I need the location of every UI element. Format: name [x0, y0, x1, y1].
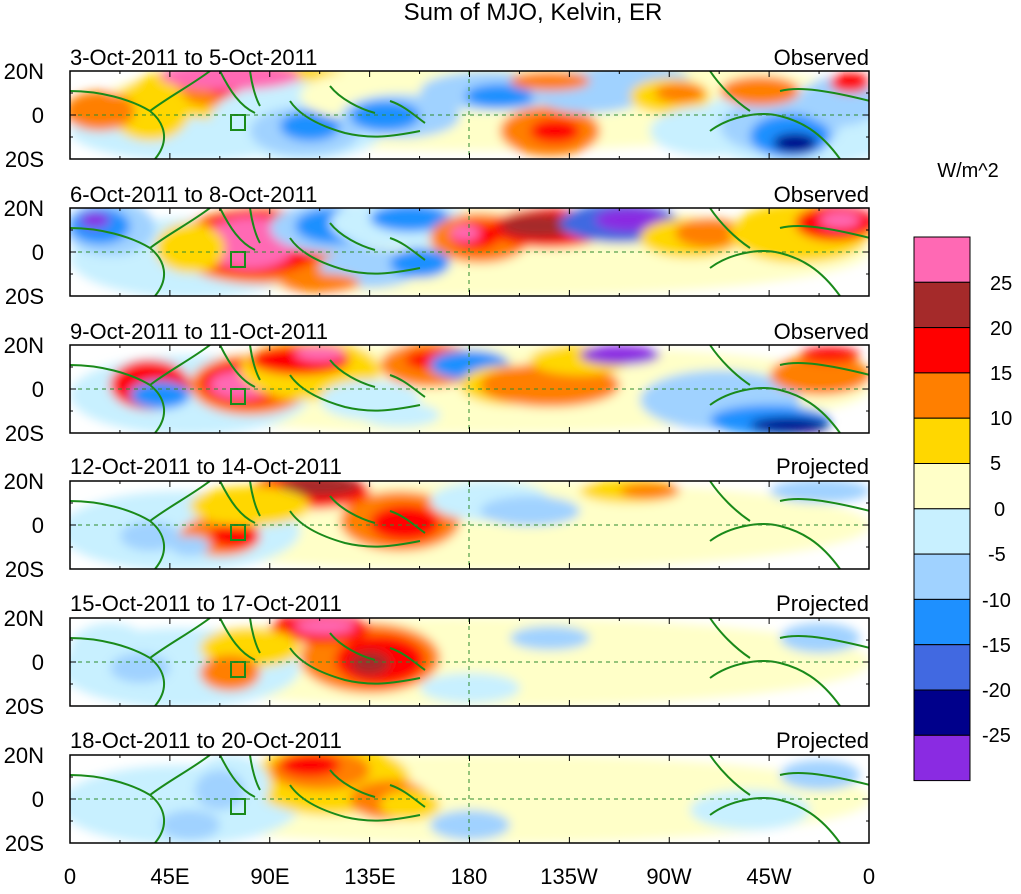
- map-area: [69, 480, 870, 570]
- lat-tick-label: 20N: [4, 469, 44, 494]
- colorbar-swatch: [913, 598, 971, 646]
- lat-tick-label: 20S: [5, 284, 44, 309]
- colorbar-swatch: [913, 644, 971, 691]
- colorbar-swatch: [913, 327, 971, 374]
- lat-tick-label: 20N: [4, 743, 44, 768]
- panel-status: Projected: [776, 454, 869, 479]
- lat-tick-label: 0: [32, 240, 44, 265]
- panel-date-range: 6-Oct-2011 to 8-Oct-2011: [70, 182, 317, 207]
- colorbar-units: W/m^2: [937, 160, 999, 182]
- colorbar-label: 10: [990, 408, 1012, 430]
- lon-tick-label: 45W: [746, 864, 791, 889]
- map-panel: 3-Oct-2011 to 5-Oct-2011 Observed 20N 0 …: [4, 45, 870, 172]
- lon-axis: 0 45E 90E 135E 180 135W 90W 45W 0: [64, 864, 875, 889]
- lat-tick-label: 20S: [5, 831, 44, 856]
- colorbar-label: 25: [990, 273, 1012, 295]
- lat-tick-label: 20N: [4, 333, 44, 358]
- lon-tick-label: 0: [863, 864, 875, 889]
- colorbar-label: -20: [982, 680, 1011, 702]
- colorbar-label: -5: [988, 544, 1006, 566]
- colorbar-swatch: [913, 281, 971, 329]
- colorbar: W/m^2 25 20 15 10 5 0 -5 -10 -15 -20 -25: [913, 160, 1012, 782]
- lat-tick-label: 20S: [5, 557, 44, 582]
- colorbar-label: 5: [990, 453, 1001, 475]
- panel-status: Observed: [774, 319, 869, 344]
- lon-tick-label: 135E: [344, 864, 395, 889]
- panel-date-range: 15-Oct-2011 to 17-Oct-2011: [70, 591, 342, 616]
- map-panel: 6-Oct-2011 to 8-Oct-2011 Observed 20N 0 …: [4, 182, 870, 309]
- lat-tick-label: 20S: [5, 147, 44, 172]
- lat-tick-label: 20S: [5, 421, 44, 446]
- colorbar-label: -25: [982, 725, 1011, 747]
- lon-tick-label: 135W: [540, 864, 598, 889]
- lat-tick-label: 0: [32, 103, 44, 128]
- lat-tick-label: 0: [32, 787, 44, 812]
- colorbar-swatch: [913, 463, 971, 510]
- map-panel: 12-Oct-2011 to 14-Oct-2011 Projected 20N…: [4, 454, 870, 582]
- colorbar-label: -15: [982, 635, 1011, 657]
- lat-tick-label: 20N: [4, 606, 44, 631]
- colorbar-swatch: [913, 417, 971, 465]
- panel-date-range: 18-Oct-2011 to 20-Oct-2011: [70, 728, 342, 753]
- map-panel: 18-Oct-2011 to 20-Oct-2011 Projected 20N…: [4, 728, 870, 856]
- panel-status: Observed: [774, 182, 869, 207]
- lat-tick-label: 20N: [4, 196, 44, 221]
- map-area: [69, 344, 870, 434]
- lon-tick-label: 90E: [250, 864, 289, 889]
- colorbar-swatch: [913, 372, 971, 419]
- panel-status: Projected: [776, 728, 869, 753]
- panel-date-range: 3-Oct-2011 to 5-Oct-2011: [70, 45, 317, 70]
- lat-tick-label: 0: [32, 377, 44, 402]
- colorbar-label: -10: [982, 590, 1011, 612]
- colorbar-swatch: [913, 734, 971, 782]
- lat-tick-label: 0: [32, 650, 44, 675]
- lat-tick-label: 0: [32, 513, 44, 538]
- lat-tick-label: 20S: [5, 694, 44, 719]
- panel-date-range: 9-Oct-2011 to 11-Oct-2011: [70, 319, 328, 344]
- panel-status: Projected: [776, 591, 869, 616]
- map-area: [69, 754, 870, 844]
- lon-tick-label: 180: [451, 864, 488, 889]
- lon-tick-label: 90W: [646, 864, 691, 889]
- lon-tick-label: 0: [64, 864, 76, 889]
- colorbar-swatch: [913, 689, 971, 736]
- map-area: [69, 207, 870, 297]
- lon-tick-label: 45E: [150, 864, 189, 889]
- map-panel: 9-Oct-2011 to 11-Oct-2011 Observed 20N 0…: [4, 319, 870, 446]
- map-panel: 15-Oct-2011 to 17-Oct-2011 Projected 20N…: [4, 591, 870, 719]
- colorbar-swatch: [913, 236, 971, 283]
- panel-date-range: 12-Oct-2011 to 14-Oct-2011: [70, 454, 342, 479]
- colorbar-label: 15: [990, 363, 1012, 385]
- colorbar-label: 0: [994, 499, 1005, 521]
- lat-tick-label: 20N: [4, 59, 44, 84]
- panel-status: Observed: [774, 45, 869, 70]
- map-area: [69, 70, 870, 160]
- colorbar-swatch: [913, 508, 971, 555]
- figure-title: Sum of MJO, Kelvin, ER: [404, 0, 663, 26]
- colorbar-label: 20: [990, 318, 1012, 340]
- map-area: [69, 617, 870, 707]
- colorbar-swatch: [913, 553, 971, 600]
